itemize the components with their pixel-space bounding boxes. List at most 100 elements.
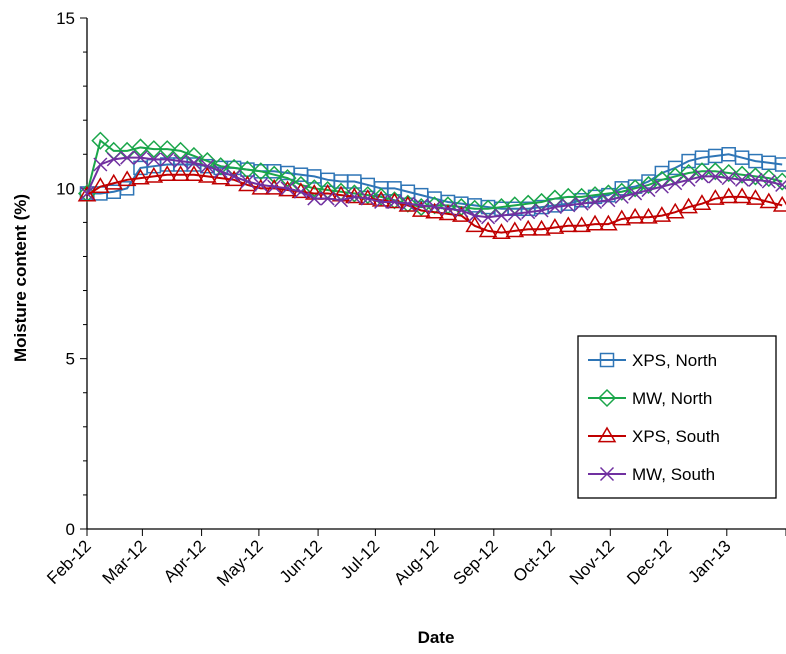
data-point — [280, 181, 295, 196]
data-point — [374, 194, 389, 209]
series-2 — [77, 165, 786, 239]
data-point — [171, 141, 190, 160]
legend-entry: XPS, South — [588, 426, 720, 446]
legend-label: XPS, North — [632, 351, 717, 370]
data-point — [641, 183, 656, 198]
legend-entry: XPS, North — [588, 351, 717, 370]
series-3 — [79, 150, 786, 225]
x-tick-label: Oct-12 — [509, 536, 559, 586]
data-point — [652, 206, 672, 222]
data-point — [694, 169, 709, 184]
data-point — [706, 189, 725, 205]
data-point — [614, 189, 629, 204]
data-point — [692, 194, 712, 211]
data-point — [360, 191, 375, 206]
data-point — [106, 152, 121, 167]
data-point — [481, 210, 496, 225]
data-point — [708, 169, 723, 184]
data-point — [278, 169, 297, 188]
x-tick-label: Dec-12 — [623, 536, 675, 588]
data-point — [117, 170, 137, 187]
data-point — [706, 162, 725, 181]
data-point — [759, 192, 779, 209]
data-point — [200, 159, 215, 174]
data-point — [133, 150, 148, 165]
data-point — [265, 165, 284, 184]
data-point — [654, 179, 669, 194]
data-point — [186, 155, 201, 170]
data-point — [521, 205, 536, 220]
data-point — [735, 172, 750, 187]
legend-marker — [599, 352, 615, 368]
data-point — [681, 172, 696, 187]
data-point — [665, 202, 685, 219]
data-point — [171, 165, 190, 182]
data-point — [601, 193, 616, 208]
data-point — [211, 168, 230, 185]
data-point — [414, 198, 429, 213]
data-point — [400, 196, 415, 211]
x-tick-label: Sep-12 — [449, 536, 501, 588]
data-point — [251, 178, 271, 195]
data-point — [639, 207, 658, 224]
data-point — [534, 203, 549, 218]
legend-label: MW, South — [632, 465, 715, 484]
data-point — [748, 172, 763, 187]
data-point — [160, 152, 175, 167]
data-point — [465, 216, 485, 233]
data-point — [547, 200, 562, 215]
data-point — [721, 171, 736, 186]
data-point — [79, 186, 95, 201]
data-point — [774, 157, 786, 172]
data-point — [131, 138, 150, 157]
data-point — [761, 174, 776, 189]
data-point — [184, 165, 204, 182]
x-tick-label: Jul-12 — [337, 536, 383, 582]
data-point — [574, 196, 589, 211]
data-point — [639, 175, 658, 194]
data-point — [719, 187, 739, 204]
data-point — [238, 175, 257, 192]
data-point — [478, 221, 498, 238]
data-point — [372, 187, 391, 206]
data-point — [505, 221, 525, 238]
legend-marker — [597, 388, 617, 408]
data-point — [227, 169, 242, 184]
data-point — [146, 152, 161, 167]
x-tick-label: Mar-12 — [99, 536, 151, 588]
data-point — [692, 162, 712, 181]
y-axis-title: Moisture content (%) — [11, 194, 30, 362]
data-point — [267, 179, 282, 194]
data-point — [746, 189, 765, 205]
data-point — [492, 223, 511, 239]
data-point — [628, 186, 643, 201]
data-point — [93, 157, 108, 172]
data-point — [144, 140, 163, 159]
y-tick-label: 5 — [66, 350, 75, 369]
data-point — [558, 216, 578, 233]
data-point — [240, 174, 255, 189]
data-point — [213, 164, 228, 179]
data-point — [532, 219, 551, 236]
data-point — [320, 191, 335, 206]
y-tick-label: 10 — [56, 179, 75, 198]
data-point — [345, 187, 364, 204]
data-point — [198, 166, 217, 183]
data-point — [599, 214, 618, 231]
data-point — [454, 203, 469, 218]
data-point — [347, 189, 362, 204]
data-point — [158, 140, 177, 159]
data-point — [385, 192, 404, 209]
data-point — [561, 198, 576, 213]
data-point — [732, 187, 752, 204]
x-tick-label: Nov-12 — [566, 536, 618, 588]
data-point — [91, 131, 110, 150]
data-point — [587, 194, 603, 209]
legend-label: XPS, South — [632, 427, 720, 446]
legend: XPS, North MW, North XPS, South MW, South — [577, 335, 777, 499]
data-point — [305, 179, 324, 198]
data-point — [668, 176, 683, 191]
data-point — [91, 177, 110, 193]
data-point — [173, 154, 188, 169]
